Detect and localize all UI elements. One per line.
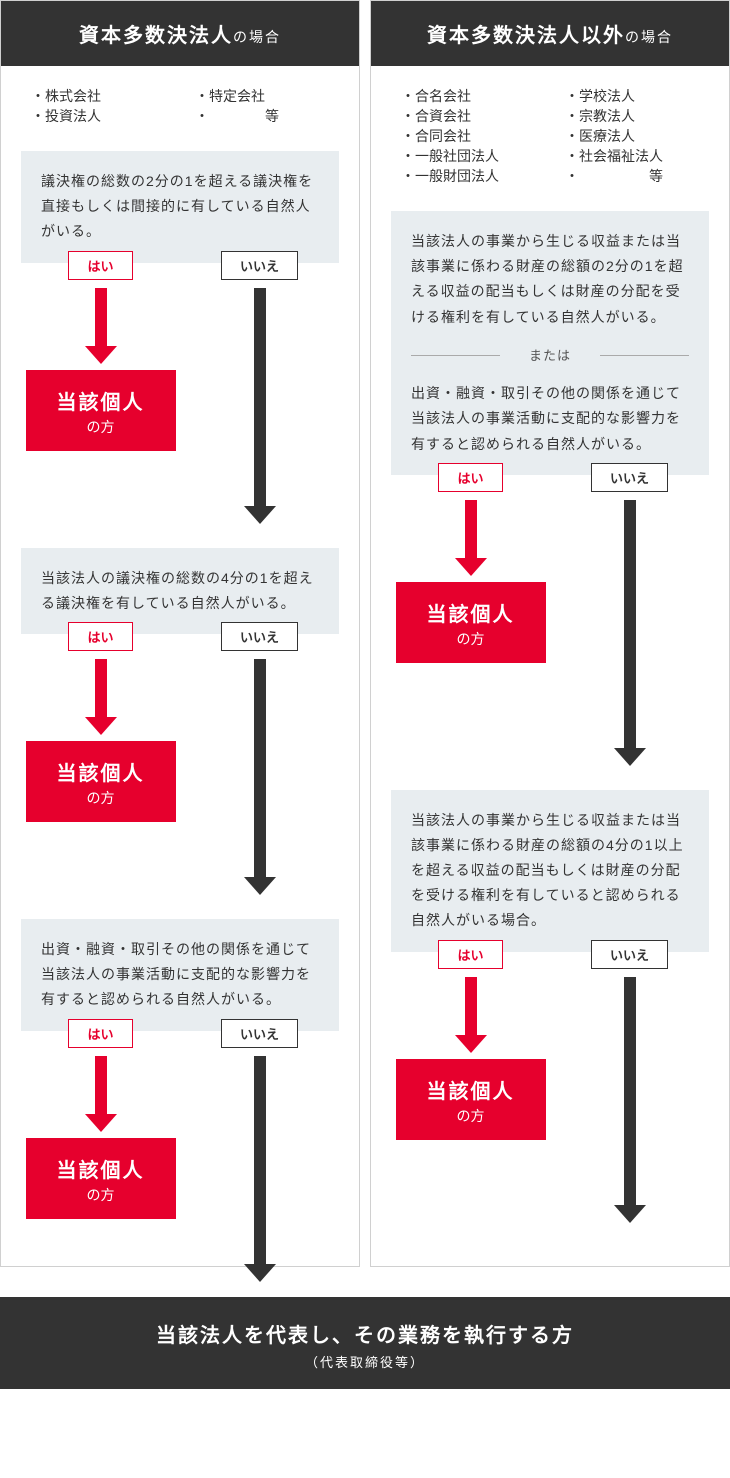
right-header-sub: の場合 — [625, 29, 673, 45]
yes-arrow-icon — [465, 977, 477, 1037]
result-main: 当該個人 — [36, 757, 166, 786]
right-q1a: 当該法人の事業から生じる収益または当該事業に係わる財産の総額の2分の1を超える収… — [411, 229, 689, 330]
or-divider: または — [411, 344, 689, 367]
footer-main: 当該法人を代表し、その業務を執行する方 — [156, 1325, 574, 1347]
right-examples-col2: 学校法人 宗教法人 医療法人 社会福祉法人 等 — [565, 86, 699, 186]
result-main: 当該個人 — [406, 1075, 536, 1104]
result-box: 当該個人 の方 — [396, 1059, 546, 1140]
example-item: 一般社団法人 — [401, 146, 535, 166]
example-item: 医療法人 — [565, 126, 699, 146]
yes-label: はい — [438, 940, 502, 969]
no-arrow-icon — [624, 977, 636, 1207]
example-item: 社会福祉法人 — [565, 146, 699, 166]
yes-label: はい — [68, 622, 132, 651]
no-label: いいえ — [221, 1019, 298, 1048]
result-sub: の方 — [36, 788, 166, 808]
example-item: 学校法人 — [565, 86, 699, 106]
no-arrow-icon — [254, 288, 266, 508]
no-arrow-icon — [254, 659, 266, 879]
example-item: 宗教法人 — [565, 106, 699, 126]
result-main: 当該個人 — [36, 1154, 166, 1183]
right-examples-col1: 合名会社 合資会社 合同会社 一般社団法人 一般財団法人 — [401, 86, 535, 186]
right-q1b: 出資・融資・取引その他の関係を通じて当該法人の事業活動に支配的な影響力を有すると… — [411, 381, 689, 457]
left-q2-branch: はい 当該個人 の方 いいえ — [21, 634, 339, 879]
left-q1: 議決権の総数の2分の1を超える議決権を直接もしくは間接的に有している自然人がいる… — [21, 151, 339, 263]
footer-sub: （代表取締役等） — [10, 1352, 720, 1371]
example-item: 特定会社 — [195, 86, 329, 106]
example-item: 等 — [565, 166, 699, 186]
left-examples-col2: 特定会社 等 — [195, 86, 329, 126]
no-label: いいえ — [591, 940, 668, 969]
result-sub: の方 — [406, 1106, 536, 1126]
yes-arrow-icon — [95, 288, 107, 348]
yes-arrow-icon — [95, 1056, 107, 1116]
result-main: 当該個人 — [406, 598, 536, 627]
result-box: 当該個人 の方 — [396, 582, 546, 663]
example-item: 等 — [195, 106, 329, 126]
no-label: いいえ — [221, 622, 298, 651]
result-sub: の方 — [406, 629, 536, 649]
left-examples: 株式会社 投資法人 特定会社 等 — [1, 66, 359, 141]
left-header: 資本多数決法人の場合 — [1, 1, 359, 66]
left-header-sub: の場合 — [233, 29, 281, 45]
yes-arrow-icon — [465, 500, 477, 560]
right-examples: 合名会社 合資会社 合同会社 一般社団法人 一般財団法人 学校法人 宗教法人 医… — [371, 66, 729, 201]
yes-arrow-icon — [95, 659, 107, 719]
example-item: 一般財団法人 — [401, 166, 535, 186]
left-q3-branch: はい 当該個人 の方 いいえ — [21, 1031, 339, 1266]
no-label: いいえ — [591, 463, 668, 492]
right-column: 資本多数決法人以外の場合 合名会社 合資会社 合同会社 一般社団法人 一般財団法… — [370, 0, 730, 1267]
yes-label: はい — [68, 1019, 132, 1048]
right-header: 資本多数決法人以外の場合 — [371, 1, 729, 66]
example-item: 投資法人 — [31, 106, 165, 126]
example-item: 合同会社 — [401, 126, 535, 146]
result-sub: の方 — [36, 417, 166, 437]
yes-label: はい — [68, 251, 132, 280]
example-item: 株式会社 — [31, 86, 165, 106]
result-sub: の方 — [36, 1185, 166, 1205]
example-item: 合資会社 — [401, 106, 535, 126]
right-q1: 当該法人の事業から生じる収益または当該事業に係わる財産の総額の2分の1を超える収… — [391, 211, 709, 475]
no-arrow-icon — [254, 1056, 266, 1266]
right-q2: 当該法人の事業から生じる収益または当該事業に係わる財産の総額の4分の1以上を超え… — [391, 790, 709, 952]
right-q2-branch: はい 当該個人 の方 いいえ — [391, 952, 709, 1207]
flowchart-container: 資本多数決法人の場合 株式会社 投資法人 特定会社 等 議決権の総数の2分の1を… — [0, 0, 730, 1267]
left-header-main: 資本多数決法人 — [79, 25, 233, 47]
result-box: 当該個人 の方 — [26, 1138, 176, 1219]
example-item: 合名会社 — [401, 86, 535, 106]
no-label: いいえ — [221, 251, 298, 280]
left-q3: 出資・融資・取引その他の関係を通じて当該法人の事業活動に支配的な影響力を有すると… — [21, 919, 339, 1031]
left-column: 資本多数決法人の場合 株式会社 投資法人 特定会社 等 議決権の総数の2分の1を… — [0, 0, 360, 1267]
footer-box: 当該法人を代表し、その業務を執行する方 （代表取締役等） — [0, 1297, 730, 1389]
result-box: 当該個人 の方 — [26, 741, 176, 822]
right-header-main: 資本多数決法人以外 — [427, 25, 625, 47]
left-q1-branch: はい 当該個人 の方 いいえ — [21, 263, 339, 508]
left-examples-col1: 株式会社 投資法人 — [31, 86, 165, 126]
no-arrow-icon — [624, 500, 636, 750]
result-box: 当該個人 の方 — [26, 370, 176, 451]
result-main: 当該個人 — [36, 386, 166, 415]
right-q1-branch: はい 当該個人 の方 いいえ — [391, 475, 709, 750]
yes-label: はい — [438, 463, 502, 492]
